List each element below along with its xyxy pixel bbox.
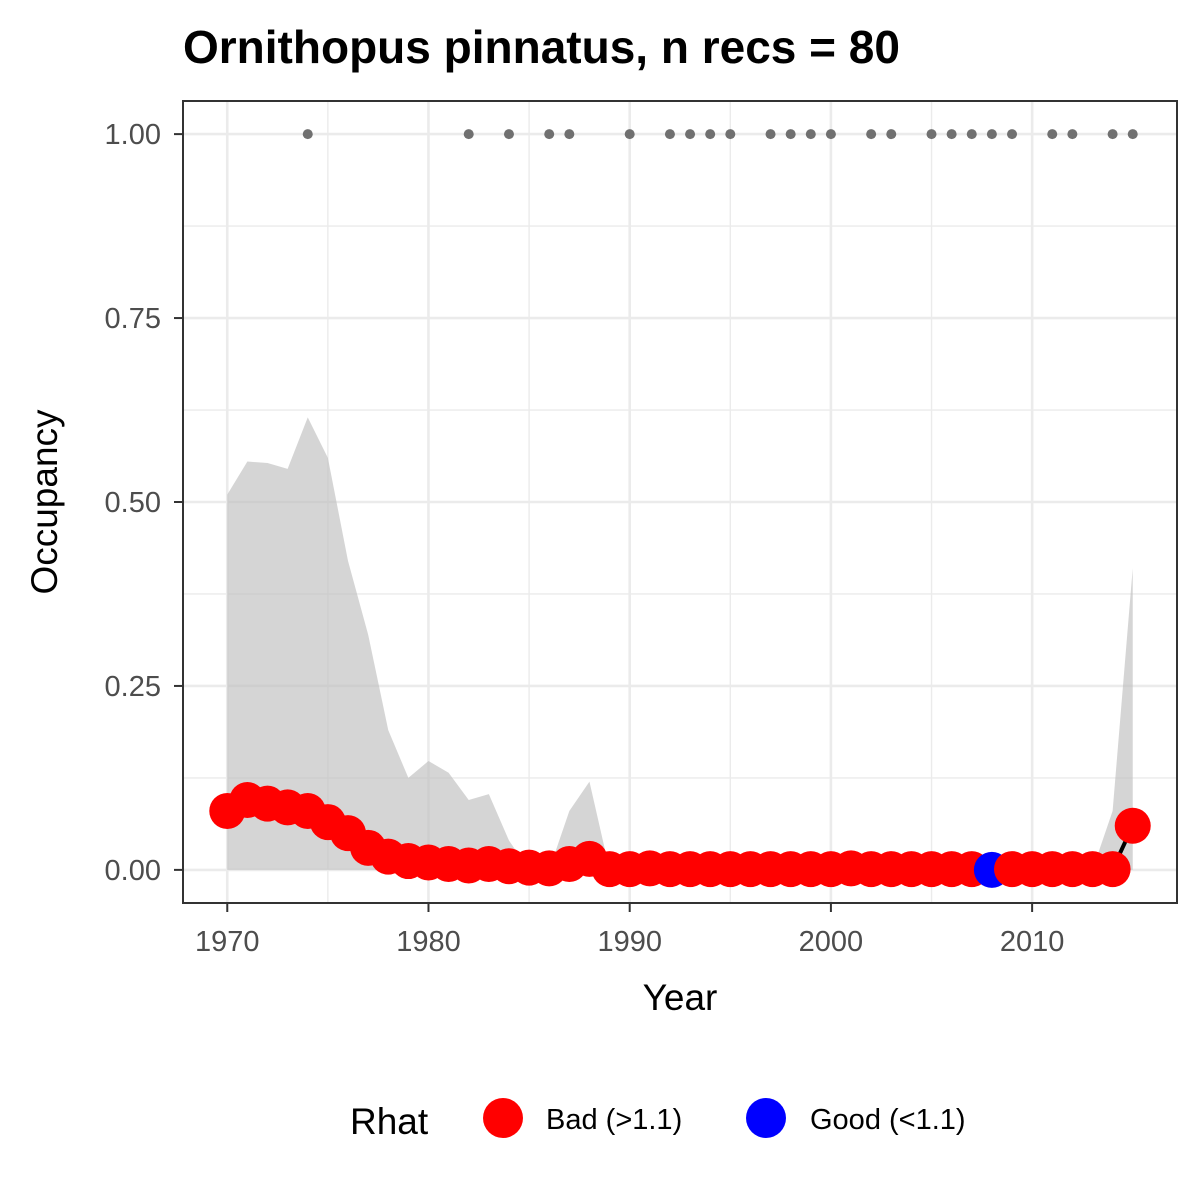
y-axis-title: Occupancy [24,409,65,595]
x-tick-label: 2000 [799,926,864,958]
record-point [705,129,716,140]
record-point [725,129,736,140]
record-years-points [302,129,1138,140]
y-tick-label: 0.50 [105,487,161,519]
record-point [966,129,977,140]
record-point [805,129,816,140]
occupancy-point-bad [1114,807,1151,844]
y-tick-label: 0.00 [105,855,161,887]
record-point [785,129,796,140]
record-point [1127,129,1138,140]
record-point [664,129,675,140]
record-point [1047,129,1058,140]
record-point [825,129,836,140]
legend-key-good [746,1098,786,1138]
legend: Rhat Bad (>1.1) Good (<1.1) [350,1098,966,1142]
y-tick-label: 0.75 [105,303,161,335]
record-point [544,129,555,140]
record-point [503,129,514,140]
x-axis: 1970 1980 1990 2000 2010 [195,903,1064,958]
record-point [1107,129,1118,140]
record-point [926,129,937,140]
record-point [946,129,957,140]
record-point [564,129,575,140]
record-point [866,129,877,140]
record-point [302,129,313,140]
legend-label-bad: Bad (>1.1) [546,1104,682,1136]
x-axis-title: Year [643,977,718,1018]
record-point [1007,129,1018,140]
x-tick-label: 2010 [1000,926,1065,958]
legend-label-good: Good (<1.1) [810,1104,966,1136]
x-tick-label: 1980 [396,926,461,958]
chart-title: Ornithopus pinnatus, n recs = 80 [183,21,900,73]
record-point [765,129,776,140]
record-point [463,129,474,140]
record-point [986,129,997,140]
y-axis: 0.00 0.25 0.50 0.75 1.00 [105,119,183,887]
y-tick-label: 0.25 [105,671,161,703]
x-tick-label: 1970 [195,926,260,958]
legend-title: Rhat [350,1101,429,1142]
record-point [886,129,897,140]
occupancy-point-bad [1094,851,1131,888]
record-point [624,129,635,140]
record-point [685,129,696,140]
legend-key-bad [483,1098,523,1138]
record-point [1067,129,1078,140]
y-tick-label: 1.00 [105,119,161,151]
x-tick-label: 1990 [597,926,662,958]
occupancy-points [209,781,1151,888]
